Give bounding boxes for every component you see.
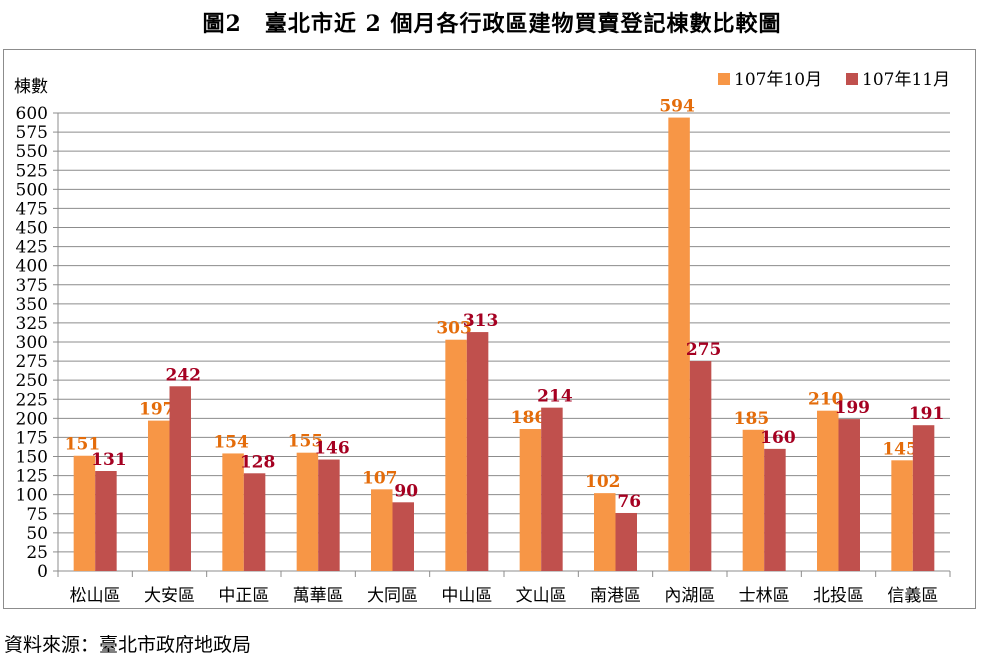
data-label: 303 [436, 319, 472, 339]
bar [891, 460, 913, 571]
data-label: 185 [734, 409, 770, 429]
data-label: 128 [240, 452, 276, 472]
bar [519, 429, 542, 571]
y-tick-label: 325 [16, 314, 48, 334]
legend-swatch [846, 73, 858, 85]
bar [148, 420, 170, 571]
bar-chart: 0255075100125150175200225250275300325350… [14, 70, 951, 606]
y-tick-label: 150 [16, 448, 48, 468]
data-label: 214 [537, 387, 573, 407]
data-label: 199 [835, 398, 871, 418]
x-tick-label: 萬華區 [293, 586, 344, 606]
data-label: 594 [659, 97, 695, 117]
y-tick-label: 350 [16, 295, 48, 315]
y-axis-label: 棟數 [14, 77, 48, 97]
y-tick-label: 25 [26, 543, 48, 563]
y-tick-label: 75 [26, 505, 48, 525]
y-tick-label: 225 [16, 390, 48, 410]
bar [668, 117, 690, 571]
x-tick-label: 松山區 [70, 586, 121, 606]
y-tick-label: 525 [16, 161, 48, 181]
y-tick-label: 125 [16, 467, 48, 487]
data-label: 155 [288, 432, 324, 452]
bar [445, 339, 467, 571]
x-tick-label: 信義區 [887, 586, 938, 606]
data-label: 275 [686, 340, 722, 360]
y-tick-label: 175 [16, 428, 48, 448]
legend-label: 107年10月 [734, 70, 822, 90]
bar [742, 429, 765, 571]
y-tick-label: 475 [16, 199, 48, 219]
y-tick-label: 450 [16, 219, 48, 239]
data-label: 313 [463, 311, 499, 331]
x-tick-label: 大同區 [367, 586, 418, 606]
data-label: 145 [882, 439, 918, 459]
data-label: 76 [617, 492, 641, 512]
data-label: 210 [808, 390, 844, 410]
bar [689, 361, 712, 571]
bar [392, 502, 414, 571]
data-label: 197 [139, 400, 175, 420]
legend-label: 107年11月 [862, 70, 950, 90]
data-label: 242 [166, 365, 202, 385]
y-tick-label: 50 [26, 524, 48, 544]
data-label: 107 [362, 468, 398, 488]
y-tick-label: 400 [16, 257, 48, 277]
y-tick-label: 600 [16, 104, 48, 124]
y-tick-label: 100 [16, 486, 48, 506]
data-label: 131 [91, 450, 127, 470]
y-tick-label: 425 [16, 238, 48, 258]
bar [466, 332, 489, 571]
bar [594, 493, 616, 571]
y-tick-label: 375 [16, 276, 48, 296]
y-tick-label: 575 [16, 123, 48, 143]
y-tick-label: 275 [16, 352, 48, 372]
bar [371, 489, 393, 571]
bar [764, 448, 786, 571]
legend-swatch [718, 73, 730, 85]
data-label: 90 [394, 481, 418, 501]
bar [318, 459, 340, 571]
bar [817, 410, 839, 571]
bar [222, 453, 244, 571]
source-note: 資料來源：臺北市政府地政局 [4, 634, 252, 656]
bar [243, 473, 266, 571]
data-label: 160 [760, 428, 796, 448]
x-tick-label: 文山區 [516, 586, 567, 606]
data-label: 186 [511, 408, 547, 428]
y-tick-label: 500 [16, 180, 48, 200]
x-tick-label: 北投區 [813, 586, 864, 606]
x-tick-label: 中正區 [218, 586, 269, 606]
data-label: 102 [585, 472, 621, 492]
x-tick-label: 南港區 [590, 586, 641, 606]
data-label: 151 [65, 435, 101, 455]
y-tick-label: 550 [16, 142, 48, 162]
chart-title: 圖2 臺北市近 2 個月各行政區建物買賣登記棟數比較圖 [202, 11, 782, 37]
x-tick-label: 中山區 [441, 586, 492, 606]
y-tick-label: 0 [37, 562, 48, 582]
data-label: 146 [314, 439, 350, 459]
data-label: 191 [909, 404, 945, 424]
x-tick-label: 內湖區 [664, 586, 715, 606]
y-tick-label: 250 [16, 371, 48, 391]
data-label: 154 [213, 432, 249, 452]
bar [838, 419, 860, 571]
x-tick-label: 士林區 [739, 586, 790, 606]
bar [912, 425, 935, 571]
bar [615, 512, 637, 571]
bar [73, 455, 96, 571]
x-tick-label: 大安區 [144, 586, 195, 606]
chart-frame [3, 49, 976, 609]
bar [541, 407, 563, 571]
bar [95, 471, 117, 571]
y-tick-label: 300 [16, 333, 48, 353]
bar [169, 386, 191, 571]
bar [296, 452, 319, 571]
y-tick-label: 200 [16, 409, 48, 429]
